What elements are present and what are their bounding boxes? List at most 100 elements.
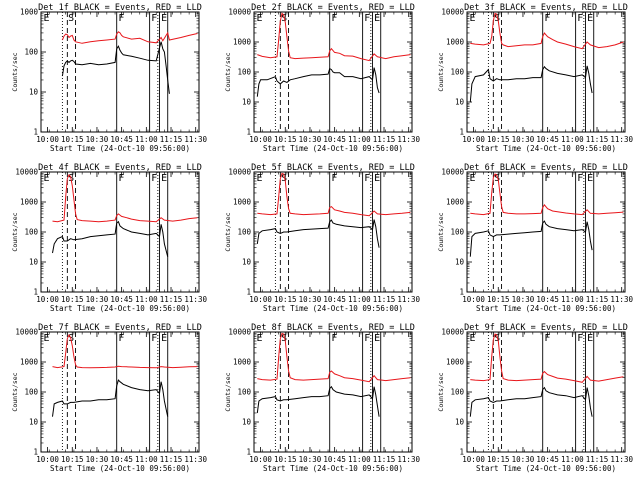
flag-letter: F xyxy=(364,173,370,184)
flag-letter: E xyxy=(161,333,167,344)
x-tick-label: 11:00 xyxy=(348,455,371,464)
x-tick-label: 10:45 xyxy=(323,455,346,464)
flag-letter: E xyxy=(587,333,593,344)
flag-letter: E xyxy=(43,173,49,184)
flag-letter: E xyxy=(587,173,593,184)
chart-panel: Det 9f BLACK = Events, RED = LLD Counts/s… xyxy=(437,323,633,473)
x-tick-label: 11:00 xyxy=(561,295,584,304)
chart-title: Det 4f BLACK = Events, RED = LLD xyxy=(38,163,202,173)
x-axis-label: Start Time (24-Oct-10 09:56:00) xyxy=(476,304,616,313)
x-tick-label: 10:30 xyxy=(512,135,535,144)
y-tick-label: 100 xyxy=(24,48,38,57)
y-axis-label: Counts/sec xyxy=(11,52,19,91)
y-tick-label: 1 xyxy=(459,128,464,137)
y-tick-label: 1000 xyxy=(446,198,465,207)
x-tick-label: 10:00 xyxy=(249,295,272,304)
flag-letter: S xyxy=(68,13,74,24)
y-tick-label: 100 xyxy=(237,388,251,397)
x-tick-label: 10:15 xyxy=(274,295,297,304)
y-axis-label: Counts/sec xyxy=(437,52,445,91)
y-tick-label: 1 xyxy=(459,448,464,457)
lld-series-line xyxy=(52,174,198,223)
events-series-line xyxy=(256,219,380,248)
plot-frame xyxy=(40,171,200,293)
chart-title: Det 3f BLACK = Events, RED = LLD xyxy=(464,3,628,13)
x-tick-label: 10:00 xyxy=(249,455,272,464)
x-tick-label: 10:30 xyxy=(86,135,109,144)
x-tick-label: 11:00 xyxy=(135,455,158,464)
y-tick-label: 10000 xyxy=(441,168,464,177)
y-tick-label: 10000 xyxy=(228,168,251,177)
flag-letter: E xyxy=(587,13,593,24)
flag-letter: E xyxy=(161,13,167,24)
y-tick-label: 10000 xyxy=(228,8,251,17)
y-tick-label: 1000 xyxy=(20,8,39,17)
y-tick-label: 10000 xyxy=(228,328,251,337)
flag-letter: F xyxy=(577,13,583,24)
y-tick-label: 100 xyxy=(237,68,251,77)
x-tick-label: 11:15 xyxy=(586,135,609,144)
plot-frame xyxy=(40,331,200,453)
y-tick-label: 10 xyxy=(242,98,252,107)
x-tick-label: 10:15 xyxy=(487,455,510,464)
x-tick-label: 10:45 xyxy=(323,135,346,144)
plot-frame xyxy=(466,331,626,453)
lld-series-line xyxy=(61,31,198,44)
flag-letter: F xyxy=(118,333,124,344)
lld-series-line xyxy=(470,12,624,50)
x-tick-label: 10:00 xyxy=(462,135,485,144)
flag-letter: F xyxy=(151,13,157,24)
x-tick-label: 11:30 xyxy=(397,295,420,304)
y-tick-label: 10 xyxy=(455,98,465,107)
y-tick-label: 10000 xyxy=(15,168,38,177)
x-tick-label: 11:30 xyxy=(184,455,207,464)
y-tick-label: 1000 xyxy=(233,198,252,207)
events-series-line xyxy=(61,41,170,94)
x-tick-label: 11:30 xyxy=(610,455,633,464)
x-tick-label: 10:45 xyxy=(536,295,559,304)
chart-panel: Det 4f BLACK = Events, RED = LLD Counts/s… xyxy=(11,163,207,313)
x-tick-label: 11:30 xyxy=(610,295,633,304)
x-axis-label: Start Time (24-Oct-10 09:56:00) xyxy=(263,464,403,473)
flag-letter: E xyxy=(256,13,262,24)
events-series-line xyxy=(256,385,380,417)
y-tick-label: 10000 xyxy=(441,8,464,17)
y-axis-label: Counts/sec xyxy=(437,372,445,411)
plot-frame xyxy=(40,11,200,133)
flag-letter: F xyxy=(151,333,157,344)
flag-letter: E xyxy=(469,333,475,344)
flag-letter: E xyxy=(161,173,167,184)
x-tick-label: 11:15 xyxy=(586,295,609,304)
y-tick-label: 10000 xyxy=(15,328,38,337)
flag-letter: F xyxy=(364,13,370,24)
x-tick-label: 10:30 xyxy=(299,135,322,144)
x-tick-label: 11:15 xyxy=(586,455,609,464)
y-tick-label: 1 xyxy=(33,128,38,137)
flag-letter: F xyxy=(118,13,124,24)
chart-panel: Det 8f BLACK = Events, RED = LLD Counts/s… xyxy=(224,323,420,473)
x-tick-label: 10:45 xyxy=(110,295,133,304)
y-axis-label: Counts/sec xyxy=(224,212,232,251)
y-tick-label: 100 xyxy=(450,68,464,77)
y-tick-label: 10 xyxy=(29,88,39,97)
x-tick-label: 10:00 xyxy=(36,295,59,304)
chart-panel: Det 3f BLACK = Events, RED = LLD Counts/s… xyxy=(437,3,633,153)
lld-series-line xyxy=(257,172,411,217)
y-axis-label: Counts/sec xyxy=(11,372,19,411)
chart-title: Det 1f BLACK = Events, RED = LLD xyxy=(38,3,202,13)
y-tick-label: 1 xyxy=(33,288,38,297)
x-tick-label: 10:30 xyxy=(299,295,322,304)
chart-title: Det 6f BLACK = Events, RED = LLD xyxy=(464,163,628,173)
x-tick-label: 10:30 xyxy=(512,295,535,304)
plot-frame xyxy=(253,11,413,133)
x-axis-label: Start Time (24-Oct-10 09:56:00) xyxy=(263,304,403,313)
x-axis-label: Start Time (24-Oct-10 09:56:00) xyxy=(50,464,190,473)
y-tick-label: 1000 xyxy=(446,358,465,367)
x-tick-label: 11:15 xyxy=(373,135,396,144)
y-tick-label: 1000 xyxy=(233,358,252,367)
lld-series-line xyxy=(470,333,624,383)
x-tick-label: 11:15 xyxy=(373,455,396,464)
plot-frame xyxy=(253,171,413,293)
events-series-line xyxy=(469,386,593,417)
